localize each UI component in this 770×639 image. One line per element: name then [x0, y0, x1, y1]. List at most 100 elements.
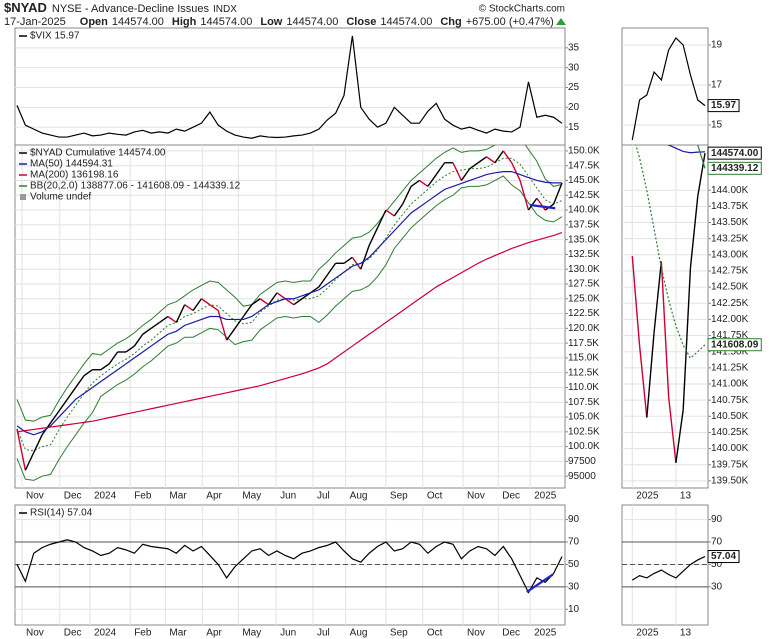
x-tick-label: Sep — [390, 628, 408, 639]
header-title: $NYAD NYSE - Advance-Decline Issues INDX — [4, 0, 237, 15]
price-segment — [259, 298, 269, 306]
y-tick-label: 143.25K — [711, 233, 749, 244]
price-segment — [125, 345, 135, 353]
y-tick-label: 142.75K — [711, 266, 749, 277]
y-tick-label: 140.0K — [568, 205, 600, 216]
y-tick-label: 10 — [568, 604, 580, 615]
value-tag-label: 144339.12 — [711, 163, 759, 174]
series-line — [635, 145, 706, 360]
legend-label: $NYAD Cumulative 144574.00 — [30, 148, 166, 159]
price-segment — [293, 298, 303, 306]
x-tick-label: Feb — [134, 491, 152, 502]
y-tick-label: 143.00K — [711, 249, 749, 260]
price-segment — [108, 351, 119, 365]
price-segment — [284, 298, 295, 306]
x-tick-label: Aug — [350, 491, 368, 502]
price-segment — [469, 162, 479, 170]
y-tick-label: 30 — [568, 62, 580, 73]
x-tick-label: Dec — [64, 491, 82, 502]
quote-value: 144574.00 — [380, 16, 432, 28]
y-tick-label: 141.50K — [711, 346, 749, 357]
price-segment — [393, 203, 404, 217]
x-tick-label: Mar — [169, 491, 187, 502]
price-segment — [226, 327, 236, 341]
y-tick-label: 20 — [568, 102, 580, 113]
x-tick-label: 2025 — [534, 628, 557, 639]
series-line — [667, 145, 706, 154]
x-tick-label: 13 — [680, 628, 692, 639]
price-segment — [201, 298, 211, 306]
price-segment — [646, 332, 655, 418]
plot-area — [15, 505, 565, 625]
x-tick-label: Mar — [169, 628, 187, 639]
price-segment — [435, 162, 446, 175]
x-tick-label: 13 — [680, 491, 692, 502]
price-segment — [460, 168, 471, 181]
price-segment — [242, 304, 253, 317]
quote-value: +675.00 (+0.47%) — [466, 16, 554, 28]
y-tick-label: 15 — [568, 122, 580, 133]
y-tick-label: 70 — [568, 537, 580, 548]
price-segment — [192, 298, 203, 311]
quote-label: Close — [346, 16, 376, 28]
legend-label: $VIX 15.97 — [30, 31, 80, 42]
price-segment — [502, 150, 513, 164]
up-arrow — [556, 18, 566, 25]
y-tick-label: 112.5K — [568, 367, 599, 378]
plot-area — [622, 145, 708, 488]
y-tick-label: 122.5K — [568, 308, 600, 319]
x-tick-label: Dec — [502, 628, 520, 639]
y-tick-label: 141.25K — [711, 362, 749, 373]
y-tick-label: 140.50K — [711, 411, 749, 422]
x-tick-label: Jun — [280, 628, 296, 639]
price-segment — [660, 261, 670, 397]
legend-swatch — [20, 194, 26, 200]
price-segment — [410, 179, 420, 187]
x-tick-label: Nov — [26, 491, 44, 502]
y-tick-label: 90 — [568, 514, 580, 525]
y-tick-label: 150.0K — [568, 146, 600, 157]
y-tick-label: 140.25K — [711, 427, 749, 438]
price-segment — [267, 292, 278, 306]
y-tick-label: 97500 — [568, 456, 596, 467]
price-segment — [66, 387, 77, 400]
price-segment — [75, 375, 85, 388]
x-tick-label: Nov — [467, 628, 485, 639]
price-segment — [527, 197, 538, 211]
date: 17-Jan-2025 — [4, 16, 66, 28]
price-segment — [343, 256, 353, 264]
plot-area — [15, 145, 565, 488]
price-segment — [133, 333, 144, 347]
price-segment — [368, 227, 379, 246]
price-segment — [631, 256, 641, 346]
y-tick-label: 110.0K — [568, 382, 599, 393]
legend-label: BB(20,2.0) 138877.06 - 141608.09 - 14433… — [30, 181, 241, 192]
x-tick-label: May — [242, 628, 261, 639]
price-segment — [402, 186, 412, 205]
price-segment — [486, 156, 496, 164]
panel-frame — [14, 144, 566, 489]
price-segment — [100, 363, 110, 371]
header-quote: 17-Jan-2025 Open 144574.00 High 144574.00 Low… — [4, 16, 554, 28]
symbol: $NYAD — [4, 0, 47, 15]
price-segment — [16, 428, 27, 471]
x-tick-label: Feb — [134, 628, 152, 639]
exchange: INDX — [213, 4, 237, 15]
trend-line — [529, 203, 556, 210]
price-segment — [167, 315, 177, 323]
price-segment — [351, 256, 362, 270]
x-tick-label: 2024 — [94, 491, 117, 502]
y-tick-label: 50 — [568, 559, 580, 570]
x-tick-label: 2025 — [534, 491, 557, 502]
y-tick-label: 141.00K — [711, 379, 749, 390]
value-tag-label: 141608.09 — [711, 339, 759, 350]
y-tick-label: 102.5K — [568, 426, 600, 437]
value-tag — [707, 146, 762, 160]
price-segment — [376, 209, 387, 229]
price-segment — [276, 292, 286, 300]
price-segment — [477, 156, 487, 164]
value-tag — [707, 99, 740, 113]
y-tick-label: 50 — [711, 559, 723, 570]
y-tick-label: 115.0K — [568, 353, 599, 364]
panel-frame — [14, 504, 566, 626]
